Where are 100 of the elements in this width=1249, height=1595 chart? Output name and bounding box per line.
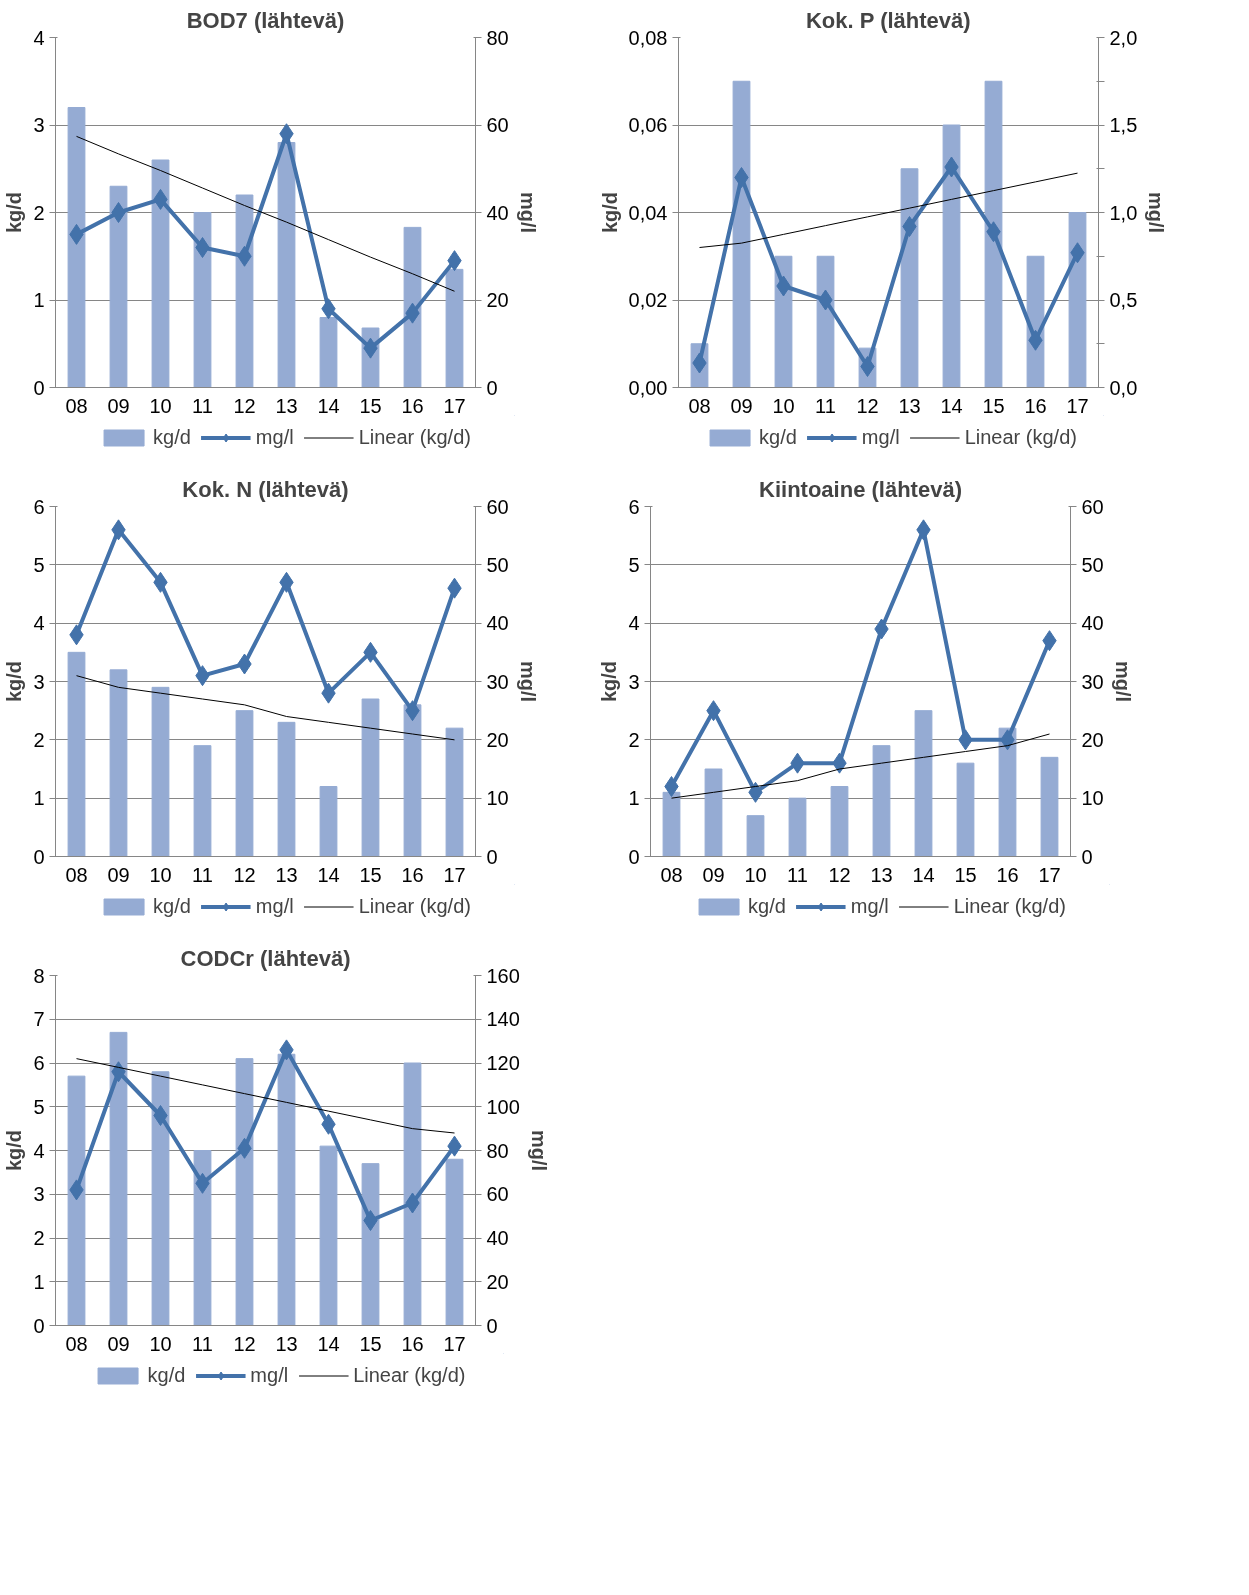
chart-title: Kok. P (lähtevä) [805, 7, 971, 33]
y-tick-label: 0,04 [628, 201, 668, 224]
bar [704, 768, 723, 857]
bar [1040, 756, 1059, 857]
legend-label: mg/l [255, 894, 294, 918]
x-tick-label: 11 [815, 394, 836, 417]
x-tick-label: 14 [912, 863, 935, 886]
y2-tick-label: 20 [486, 728, 509, 751]
legend-label: Linear (kg/d) [964, 425, 1077, 449]
y2-tick-label: 20 [486, 1270, 509, 1293]
y-tick-label: 8 [33, 964, 45, 987]
point [902, 216, 917, 237]
y-tick-label: 2 [33, 201, 45, 224]
bar [109, 669, 128, 857]
x-tick-label: 14 [317, 1332, 340, 1355]
y2-tick-label: 10 [1081, 787, 1104, 810]
y-tick-label: 4 [628, 612, 640, 635]
y2-tick-label: 100 [486, 1095, 520, 1118]
x-tick-label: 08 [65, 394, 88, 417]
x-tick-label: 10 [744, 863, 767, 886]
y-tick-label: 1 [628, 787, 640, 810]
y2-tick-label: 50 [1081, 553, 1104, 576]
line-series [76, 675, 455, 741]
y2-tick-label: 40 [1081, 612, 1104, 635]
x-tick-label: 09 [107, 394, 130, 417]
bar [914, 710, 933, 857]
chart-title: Kiintoaine (lähtevä) [759, 476, 962, 502]
y2-axis-title: mg/l [527, 1129, 550, 1172]
x-tick-label: 08 [65, 1332, 88, 1355]
x-tick-label: 09 [730, 394, 753, 417]
x-tick-label: 13 [898, 394, 921, 417]
bar [998, 727, 1017, 857]
y-tick-label: 0 [33, 1314, 45, 1337]
bar [788, 797, 807, 857]
bar [445, 268, 464, 388]
y-axis-title: kg/d [598, 660, 621, 703]
y2-tick-label: 140 [486, 1008, 520, 1031]
x-tick-label: 08 [660, 863, 683, 886]
y2-tick-label: 40 [486, 612, 509, 635]
y-tick-label: 2 [628, 728, 640, 751]
x-tick-label: 17 [1066, 394, 1089, 417]
y-tick-label: 3 [33, 114, 45, 136]
y2-tick-label: 40 [486, 201, 509, 224]
bar [361, 1163, 380, 1326]
y2-axis-title: mg/l [1111, 660, 1134, 703]
bar [109, 1031, 128, 1326]
bar [67, 651, 86, 857]
line-series [76, 135, 455, 292]
y-tick-label: 1 [33, 1270, 45, 1293]
point [860, 356, 875, 377]
legend-label: Linear (kg/d) [353, 1363, 466, 1387]
bar [445, 1158, 464, 1326]
y2-tick-label: 1,0 [1109, 201, 1138, 224]
x-tick-label: 16 [996, 863, 1019, 886]
x-tick-label: 17 [443, 1332, 466, 1355]
bar [319, 1145, 338, 1326]
legend-label: mg/l [250, 1363, 289, 1387]
legend-label: kg/d [748, 894, 786, 918]
y2-tick-label: 0 [1081, 845, 1093, 868]
bar [662, 791, 681, 857]
x-tick-label: 12 [233, 863, 256, 886]
line-series [699, 172, 1078, 248]
x-tick-label: 17 [443, 394, 466, 417]
bar [67, 1075, 86, 1326]
bar [151, 159, 170, 388]
y2-tick-label: 0 [486, 845, 498, 868]
y2-tick-label: 0,5 [1109, 289, 1138, 311]
y-tick-label: 0 [33, 376, 45, 399]
legend-label: mg/l [861, 425, 900, 449]
x-tick-label: 10 [772, 394, 795, 417]
y-tick-label: 2 [33, 728, 45, 751]
bar [361, 698, 380, 857]
legend-label: Linear (kg/d) [953, 894, 1066, 918]
bar [872, 745, 891, 857]
y-tick-label: 0,08 [628, 26, 668, 49]
x-tick-label: 14 [317, 394, 340, 417]
legend-label: Linear (kg/d) [358, 894, 471, 918]
y2-tick-label: 120 [486, 1052, 520, 1074]
bar [109, 185, 128, 388]
legend-label: kg/d [153, 425, 191, 449]
y2-tick-label: 20 [486, 289, 509, 311]
x-tick-label: 15 [954, 863, 977, 886]
x-tick-label: 12 [233, 1332, 256, 1355]
x-tick-label: 15 [359, 1332, 382, 1355]
y2-tick-label: 30 [1081, 670, 1104, 693]
y-tick-label: 4 [33, 26, 45, 49]
bar [445, 727, 464, 857]
bar [732, 80, 751, 388]
point [153, 1105, 168, 1126]
y2-tick-label: 1,5 [1109, 114, 1138, 136]
y2-tick-label: 0 [486, 1314, 498, 1337]
legend-label: kg/d [147, 1363, 186, 1387]
y2-axis-title: mg/l [1145, 191, 1168, 234]
y2-tick-label: 30 [486, 670, 509, 693]
y-tick-label: 5 [628, 553, 640, 576]
x-tick-label: 11 [192, 394, 213, 417]
bar [235, 1058, 254, 1326]
y-tick-label: 0,06 [628, 114, 668, 136]
bar [277, 1053, 296, 1326]
x-tick-label: 16 [401, 394, 424, 417]
